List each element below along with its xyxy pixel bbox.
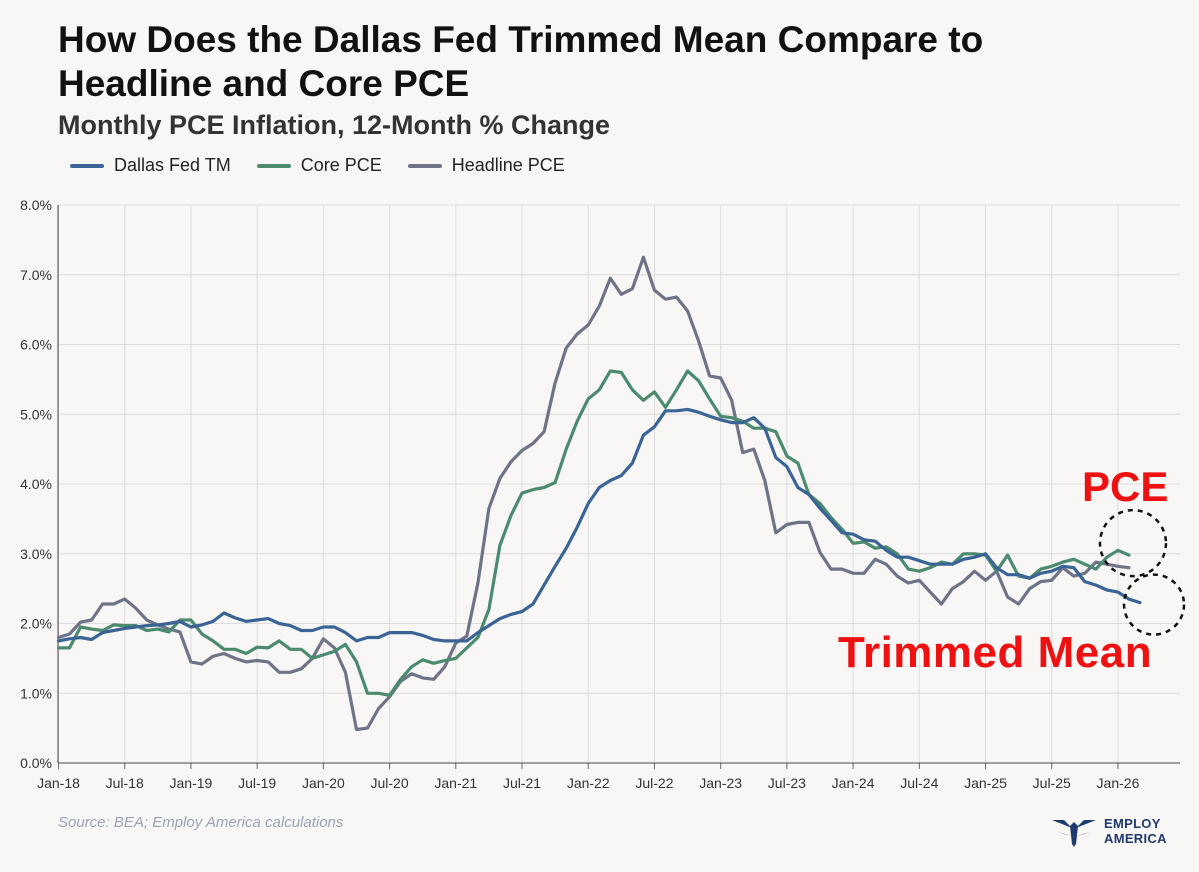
legend-swatch-headline-pce xyxy=(407,163,442,168)
source-note: Source: BEA; Employ America calculations xyxy=(58,814,344,831)
chart-subtitle: Monthly PCE Inflation, 12-Month % Change xyxy=(58,110,610,140)
y-tick-label: 2.0% xyxy=(20,616,52,632)
x-tick-label: Jan-21 xyxy=(434,775,477,791)
legend-item-headline-pce: Headline PCE xyxy=(407,155,565,176)
x-tick-label: Jan-19 xyxy=(170,775,213,791)
logo-text: EMPLOY AMERICA xyxy=(1104,816,1167,846)
x-tick-label: Jan-24 xyxy=(832,775,875,791)
y-tick-label: 1.0% xyxy=(20,685,52,701)
x-tick-label: Jan-26 xyxy=(1097,775,1140,791)
y-axis: 0.0% 1.0% 2.0% 3.0% 4.0% 5.0% 6.0% 7.0% 8.0% xyxy=(20,197,59,771)
y-tick-label: 5.0% xyxy=(20,406,52,422)
employ-america-logo: EMPLOY AMERICA xyxy=(1050,814,1167,848)
legend-label-headline-pce: Headline PCE xyxy=(451,155,565,175)
series-line-dallas-fed-tm xyxy=(56,407,1142,643)
x-tick-label: Jan-23 xyxy=(699,775,742,791)
x-tick-label: Jul-18 xyxy=(106,775,144,791)
logo-line-1: EMPLOY xyxy=(1104,816,1161,831)
legend-item-core-pce: Core PCE xyxy=(256,155,382,176)
series-lines xyxy=(56,255,1142,732)
x-tick-label: Jan-18 xyxy=(37,775,80,791)
y-tick-label: 7.0% xyxy=(20,267,52,283)
annotation-pce-label: PCE xyxy=(1082,463,1169,510)
x-tick-label: Jul-22 xyxy=(635,775,673,791)
eagle-icon xyxy=(1052,820,1096,847)
y-tick-label: 8.0% xyxy=(20,197,52,213)
legend-item-dallas-fed-tm: Dallas Fed TM xyxy=(70,155,231,176)
series-line-headline-pce xyxy=(56,255,1131,732)
x-tick-label: Jan-25 xyxy=(964,775,1007,791)
annotation-circle-pce xyxy=(1098,508,1168,578)
x-tick-label: Jul-25 xyxy=(1033,775,1071,791)
x-tick-label: Jul-20 xyxy=(371,775,409,791)
chart-title: How Does the Dallas Fed Trimmed Mean Com… xyxy=(58,19,984,104)
x-axis: Jan-18 Jul-18 Jan-19 Jul-19 Jan-20 Jul-20 Jan-… xyxy=(37,762,1180,791)
x-tick-label: Jul-19 xyxy=(238,775,276,791)
legend-label-dallas-fed-tm: Dallas Fed TM xyxy=(114,155,231,175)
y-tick-label: 0.0% xyxy=(20,755,52,771)
annotation-trimmed-mean-label: Trimmed Mean xyxy=(838,628,1153,677)
x-tick-label: Jan-22 xyxy=(567,775,610,791)
y-tick-label: 4.0% xyxy=(20,476,52,492)
legend-label-core-pce: Core PCE xyxy=(300,155,382,175)
legend-swatch-core-pce xyxy=(256,163,291,168)
y-tick-label: 3.0% xyxy=(20,546,52,562)
legend-swatch-dallas-fed-tm xyxy=(70,163,104,168)
x-tick-label: Jul-23 xyxy=(768,775,806,791)
logo-line-2: AMERICA xyxy=(1104,831,1167,846)
annotation-circle-trimmed-mean xyxy=(1122,573,1186,636)
y-tick-label: 6.0% xyxy=(20,337,52,353)
x-tick-label: Jan-20 xyxy=(302,775,345,791)
annotation-circles xyxy=(1098,508,1186,636)
legend: Dallas Fed TM Core PCE Headline PCE xyxy=(70,155,565,176)
x-tick-label: Jul-24 xyxy=(900,775,938,791)
x-tick-label: Jul-21 xyxy=(503,775,541,791)
